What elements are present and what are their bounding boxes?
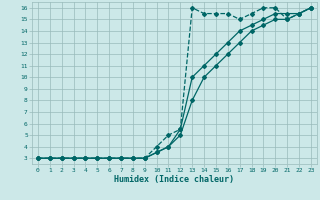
X-axis label: Humidex (Indice chaleur): Humidex (Indice chaleur) — [115, 175, 234, 184]
